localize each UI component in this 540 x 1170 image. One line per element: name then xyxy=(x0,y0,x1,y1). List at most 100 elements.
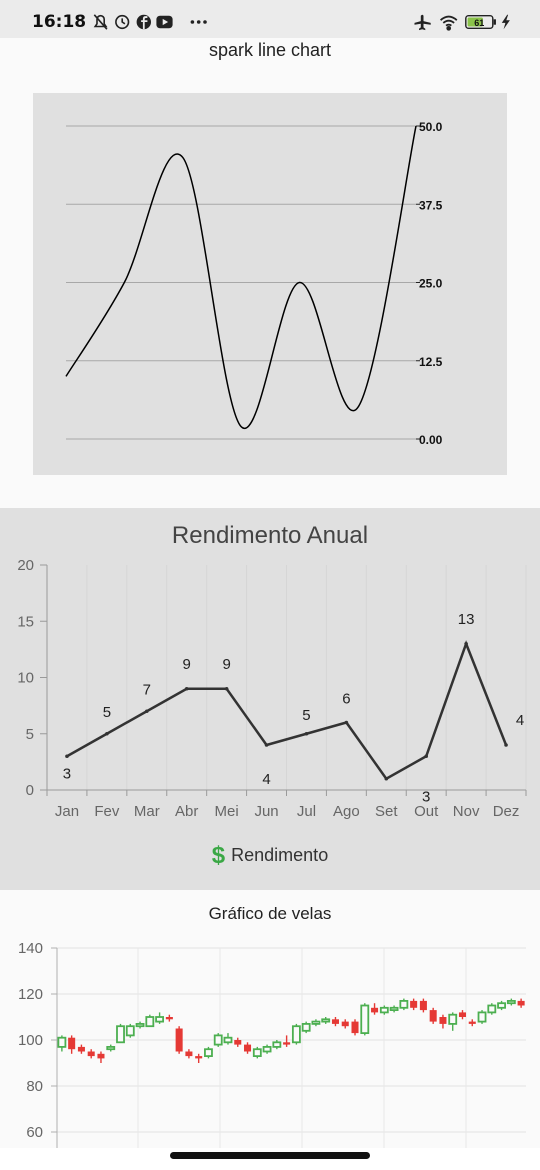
candle[interactable] xyxy=(57,1035,67,1052)
candle[interactable] xyxy=(410,998,418,1011)
legend-label: Rendimento xyxy=(231,845,329,865)
candle[interactable] xyxy=(252,1046,262,1059)
alarm-icon xyxy=(115,14,130,30)
candle[interactable] xyxy=(311,1019,321,1027)
navigation-bar xyxy=(0,1148,540,1170)
rend-data-point[interactable] xyxy=(264,743,269,747)
candle[interactable] xyxy=(145,1014,155,1028)
candle[interactable] xyxy=(371,1003,379,1015)
candle[interactable] xyxy=(262,1044,272,1054)
rend-y-tick-label: 10 xyxy=(17,670,34,687)
status-time: 16:18 xyxy=(32,12,87,32)
candle[interactable] xyxy=(487,1003,497,1015)
rend-data-point[interactable] xyxy=(424,754,429,759)
rend-y-tick-label: 15 xyxy=(17,613,34,630)
candle[interactable] xyxy=(379,1005,389,1015)
rend-x-tick-label: Nov xyxy=(453,803,480,820)
candle[interactable] xyxy=(155,1012,165,1024)
candle[interactable] xyxy=(68,1035,76,1054)
rend-data-label: 4 xyxy=(516,712,524,729)
candle[interactable] xyxy=(439,1014,447,1029)
rend-data-point[interactable] xyxy=(184,686,189,691)
status-right-icons: 61 xyxy=(414,14,510,31)
candle[interactable] xyxy=(468,1019,476,1027)
rend-y-tick-label: 20 xyxy=(17,557,34,574)
rend-x-tick-label: Abr xyxy=(175,803,198,820)
candle-y-tick-label: 80 xyxy=(26,1078,43,1095)
candlestick-chart: 60 80 100 120 140 xyxy=(18,940,526,1160)
candle[interactable] xyxy=(351,1019,359,1036)
candle[interactable] xyxy=(341,1019,349,1029)
rend-data-point[interactable] xyxy=(224,686,229,691)
candle[interactable] xyxy=(185,1049,193,1059)
rendimento-series-line xyxy=(66,640,508,781)
candle[interactable] xyxy=(234,1037,242,1047)
candle[interactable] xyxy=(517,998,525,1008)
candle[interactable] xyxy=(175,1026,183,1054)
rend-data-label: 6 xyxy=(342,691,350,708)
rend-x-tick-label: Jan xyxy=(55,803,79,820)
rend-data-label: 9 xyxy=(222,656,230,673)
spark-tick-label: 37.5 xyxy=(419,198,443,212)
candle[interactable] xyxy=(223,1033,233,1045)
candle[interactable] xyxy=(291,1023,301,1045)
rend-data-point[interactable] xyxy=(304,731,309,736)
rend-x-tick-label: Set xyxy=(375,803,398,820)
candle[interactable] xyxy=(477,1010,487,1024)
rend-data-label: 5 xyxy=(302,707,310,724)
rend-data-point[interactable] xyxy=(504,743,508,747)
rend-x-tick-label: Dez xyxy=(493,803,520,820)
candle[interactable] xyxy=(321,1017,331,1024)
spark-chart-background xyxy=(33,93,507,475)
rendimento-section: Rendimento Anual Jan Fev Mar Abr Mei Jun Jul Ag… xyxy=(0,508,540,890)
candle[interactable] xyxy=(135,1021,145,1029)
candle[interactable] xyxy=(77,1044,85,1054)
candle[interactable] xyxy=(195,1053,203,1063)
candle[interactable] xyxy=(165,1014,173,1022)
rend-x-tick-label: Fev xyxy=(94,803,120,820)
rend-data-point[interactable] xyxy=(344,720,349,725)
spark-tick-label: 0.00 xyxy=(419,433,443,447)
candle[interactable] xyxy=(283,1035,291,1047)
rend-x-tick-label: Ago xyxy=(333,803,360,820)
rend-x-tick-label: Mei xyxy=(215,803,239,820)
rend-data-label: 3 xyxy=(63,765,71,782)
candle[interactable] xyxy=(419,998,427,1013)
candle[interactable] xyxy=(331,1017,339,1027)
rend-data-point[interactable] xyxy=(464,641,468,646)
facebook-icon xyxy=(136,14,151,30)
dollar-icon: $ xyxy=(211,842,226,869)
candle[interactable] xyxy=(458,1010,467,1020)
rend-data-point[interactable] xyxy=(144,709,149,714)
candle[interactable] xyxy=(429,1007,437,1024)
rendimento-legend[interactable]: $ Rendimento xyxy=(0,842,540,870)
candle[interactable] xyxy=(87,1049,95,1059)
candle[interactable] xyxy=(106,1044,116,1052)
candle[interactable] xyxy=(497,1000,506,1011)
candlestick-chart-title: Gráfico de velas xyxy=(208,904,332,923)
candle[interactable] xyxy=(448,1012,458,1031)
rend-data-point[interactable] xyxy=(384,776,389,781)
rend-data-point[interactable] xyxy=(65,754,69,759)
spark-tick-label: 25.0 xyxy=(419,277,443,291)
candle-y-tick-label: 100 xyxy=(18,1032,43,1049)
status-bar: 16:18 61 xyxy=(0,0,540,38)
candle[interactable] xyxy=(360,1003,370,1036)
candle[interactable] xyxy=(213,1033,223,1047)
candle[interactable] xyxy=(399,998,409,1011)
rend-y-tick-label: 0 xyxy=(26,782,34,799)
home-indicator[interactable] xyxy=(170,1152,370,1159)
rendimento-line-chart: Jan Fev Mar Abr Mei Jun Jul Ago Set Out Nov Dez 0 5 1… xyxy=(17,557,527,820)
candle[interactable] xyxy=(506,998,516,1006)
candle[interactable] xyxy=(125,1023,135,1038)
battery-level: 61 xyxy=(474,18,484,28)
candle-y-tick-label: 140 xyxy=(18,940,43,957)
rend-data-point[interactable] xyxy=(105,731,109,736)
candle[interactable] xyxy=(301,1021,311,1034)
candle[interactable] xyxy=(389,1005,399,1013)
candle[interactable] xyxy=(244,1042,252,1054)
candle[interactable] xyxy=(204,1046,213,1059)
candle[interactable] xyxy=(272,1040,282,1050)
candle[interactable] xyxy=(97,1051,105,1064)
candle[interactable] xyxy=(116,1023,125,1044)
